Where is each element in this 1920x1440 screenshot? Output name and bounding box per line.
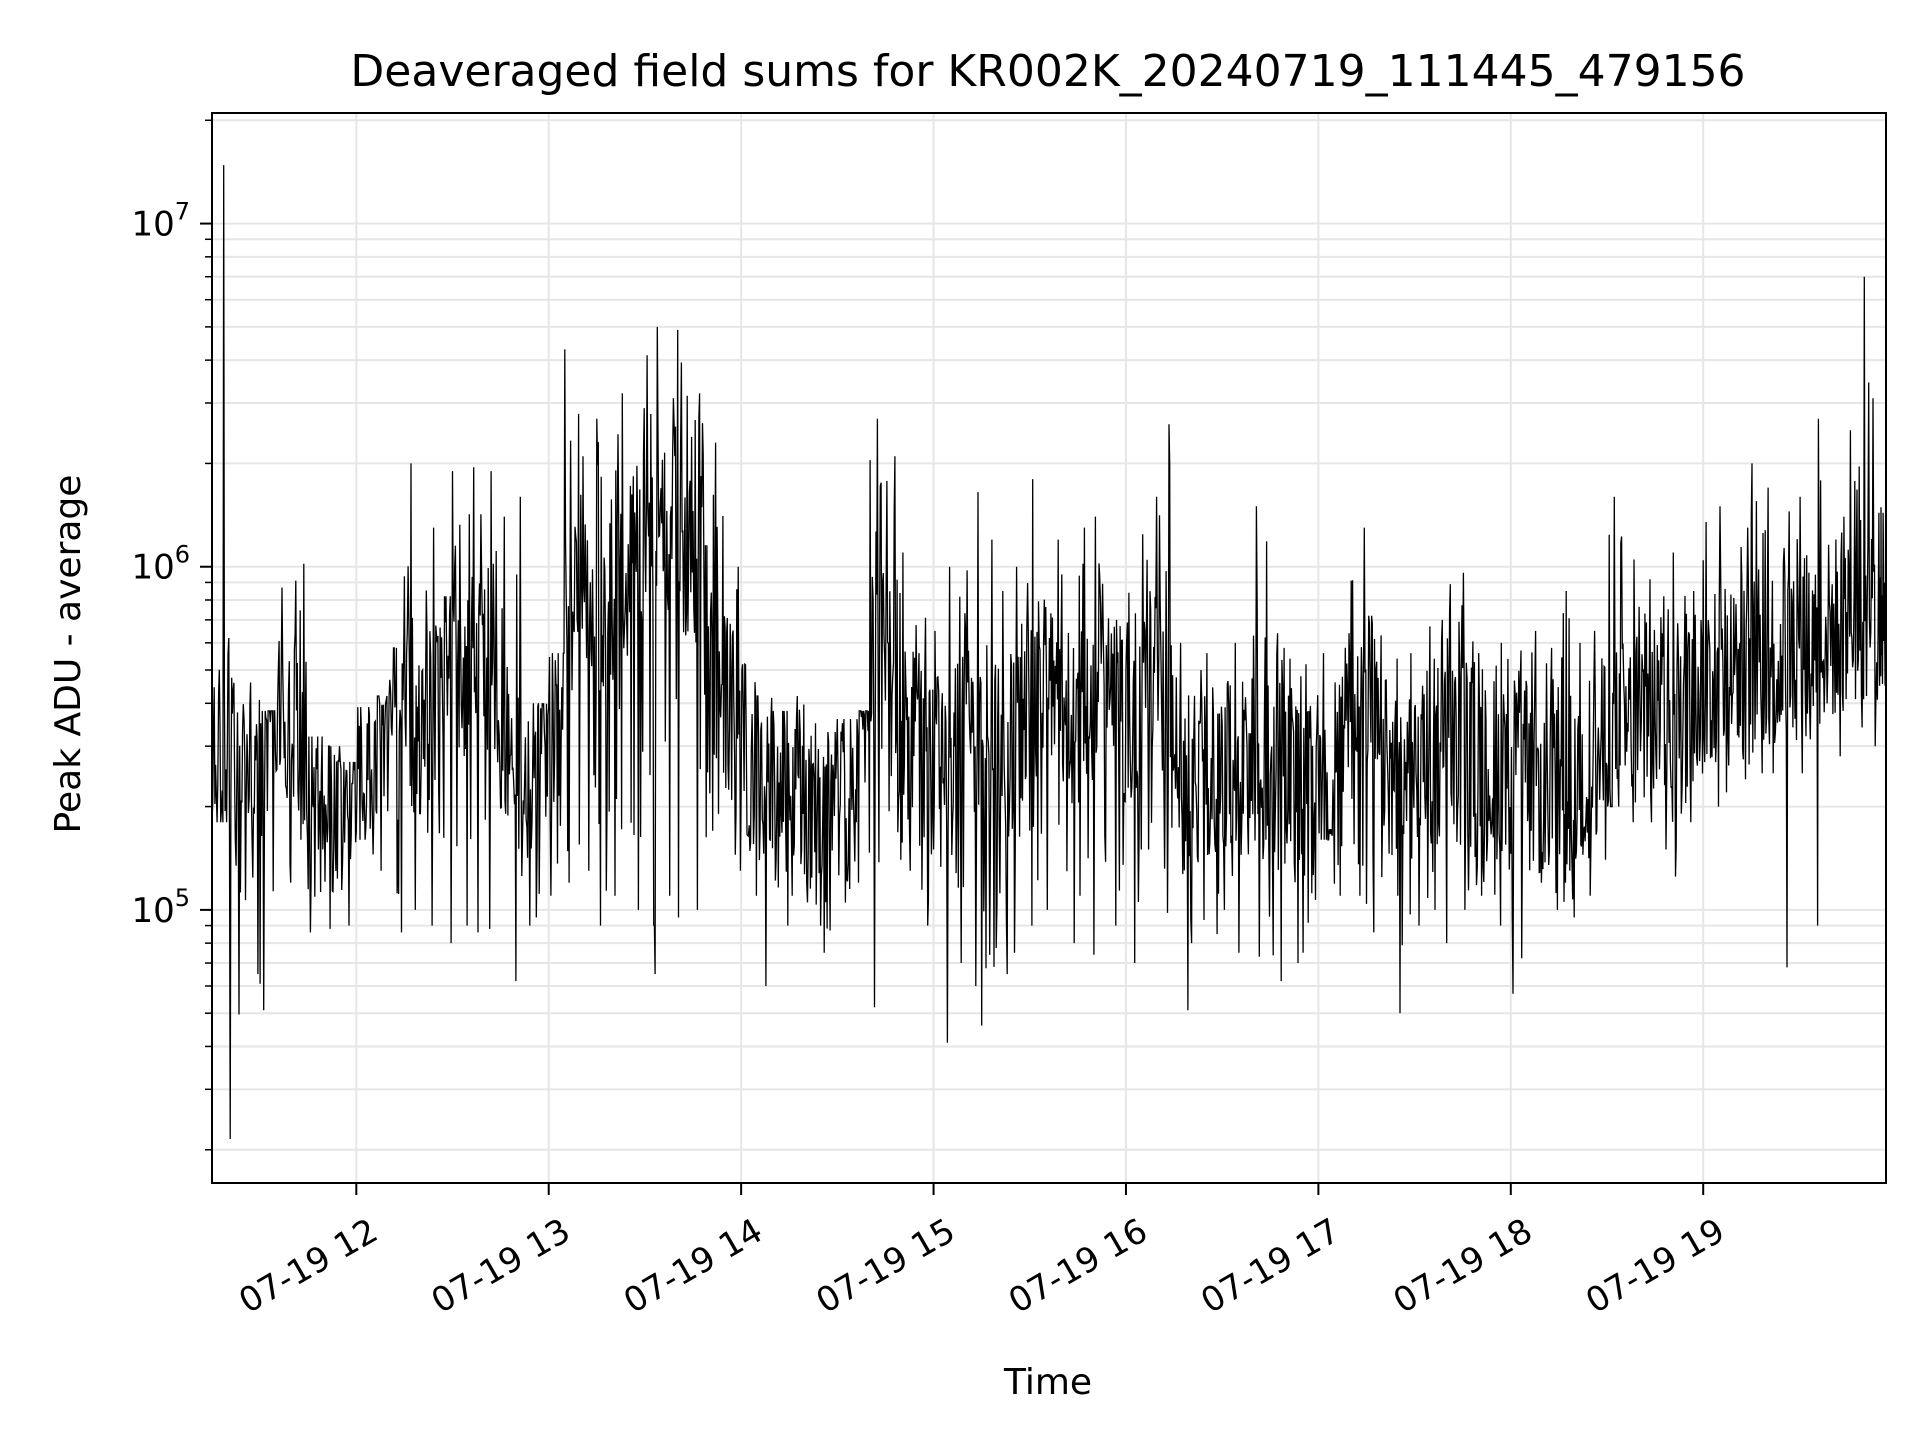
series-line-group <box>212 165 1886 1140</box>
y-tick-exponent: 6 <box>175 541 190 569</box>
y-tick-base: 10 <box>131 548 174 588</box>
y-axis-label: Peak ADU - average <box>48 475 89 834</box>
y-tick-exponent: 7 <box>175 198 190 226</box>
y-tick-exponent: 5 <box>175 884 190 912</box>
x-axis-label: Time <box>1003 1362 1092 1403</box>
plot-frame <box>211 112 1887 1184</box>
y-tick-label: 106 <box>131 541 190 588</box>
chart-title: Deaveraged field sums for KR002K_2024071… <box>350 46 1745 97</box>
axis-ticks <box>200 119 1705 1195</box>
y-tick-label: 107 <box>131 198 190 245</box>
y-tick-base: 10 <box>131 205 174 245</box>
y-tick-label: 105 <box>131 884 190 931</box>
series-line <box>212 165 1886 1140</box>
y-tick-base: 10 <box>131 891 174 931</box>
